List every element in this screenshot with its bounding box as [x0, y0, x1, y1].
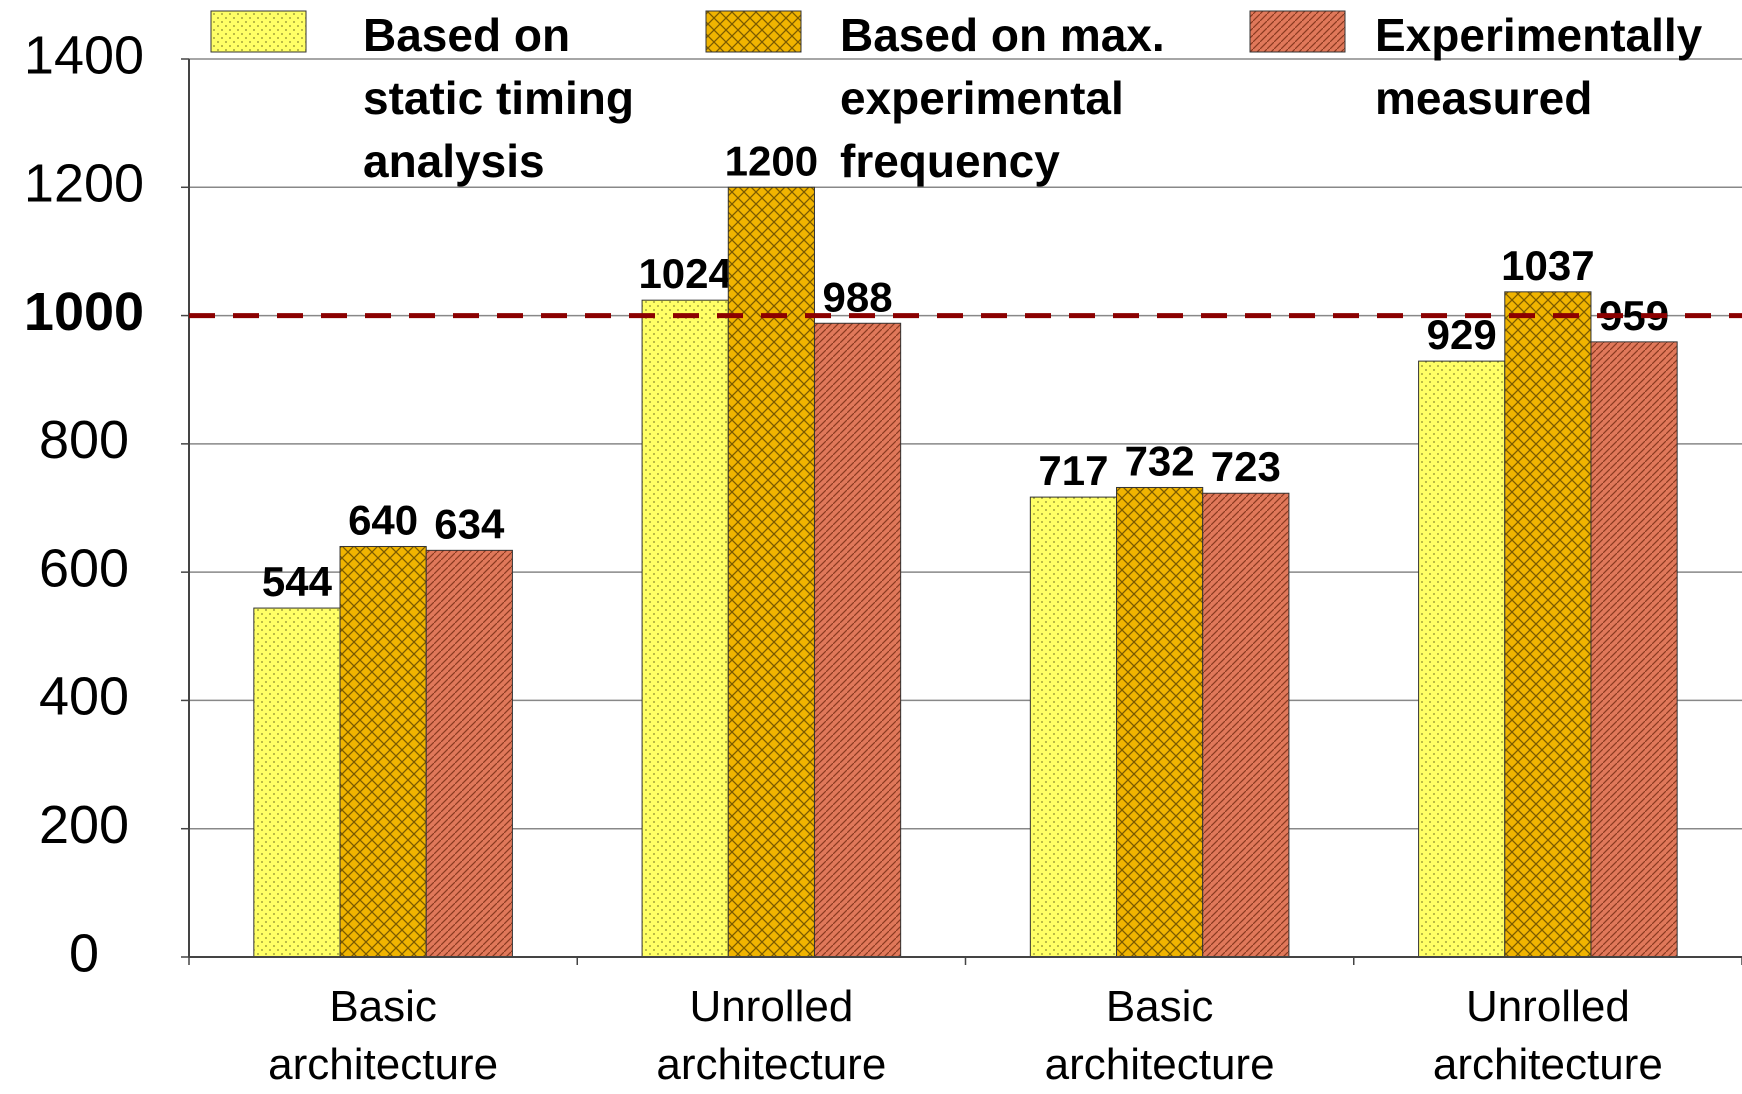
y-tick-label: 1200	[24, 154, 144, 214]
value-label: 634	[434, 500, 505, 547]
bar	[340, 546, 426, 957]
y-tick-label: 800	[39, 410, 129, 470]
legend-label: Based on static timing analysis	[363, 4, 698, 193]
legend-swatch	[706, 11, 801, 52]
bar	[1505, 292, 1591, 957]
legend-swatch	[1250, 11, 1345, 52]
legend-swatch	[211, 11, 306, 52]
y-tick-label: 1400	[24, 25, 144, 85]
legend-label: Experimentally measured	[1375, 4, 1742, 130]
y-tick-label: 400	[39, 667, 129, 727]
value-label: 1024	[638, 250, 732, 297]
y-tick-label: 600	[39, 538, 129, 598]
bar	[426, 550, 512, 957]
bar	[254, 608, 340, 957]
value-label: 544	[262, 558, 333, 605]
value-label: 723	[1211, 443, 1281, 490]
bar	[1117, 487, 1203, 957]
y-tick-label: 1000	[24, 282, 144, 342]
x-tick-label: Unrolled architecture	[1408, 978, 1688, 1094]
legend-label: Based on max. experimental frequency	[840, 4, 1240, 193]
x-tick-label: Unrolled architecture	[631, 978, 911, 1094]
value-label: 717	[1038, 447, 1108, 494]
bar	[814, 323, 900, 957]
value-label: 1200	[725, 137, 818, 184]
bar	[728, 187, 814, 957]
y-tick-label: 200	[39, 795, 129, 855]
bar	[1591, 342, 1677, 957]
value-label: 929	[1427, 311, 1497, 358]
bar	[1030, 497, 1116, 957]
x-tick-label: Basic architecture	[1020, 978, 1300, 1094]
value-label: 732	[1125, 437, 1195, 484]
y-tick-label: 0	[69, 923, 99, 983]
page: {"chart_data": {"type": "bar", "categori…	[0, 0, 1742, 1087]
x-tick-label: Basic architecture	[243, 978, 523, 1094]
bar	[1203, 493, 1289, 957]
bar	[642, 300, 728, 957]
value-label: 640	[348, 496, 418, 543]
bar	[1419, 361, 1505, 957]
value-label: 1037	[1501, 242, 1594, 289]
